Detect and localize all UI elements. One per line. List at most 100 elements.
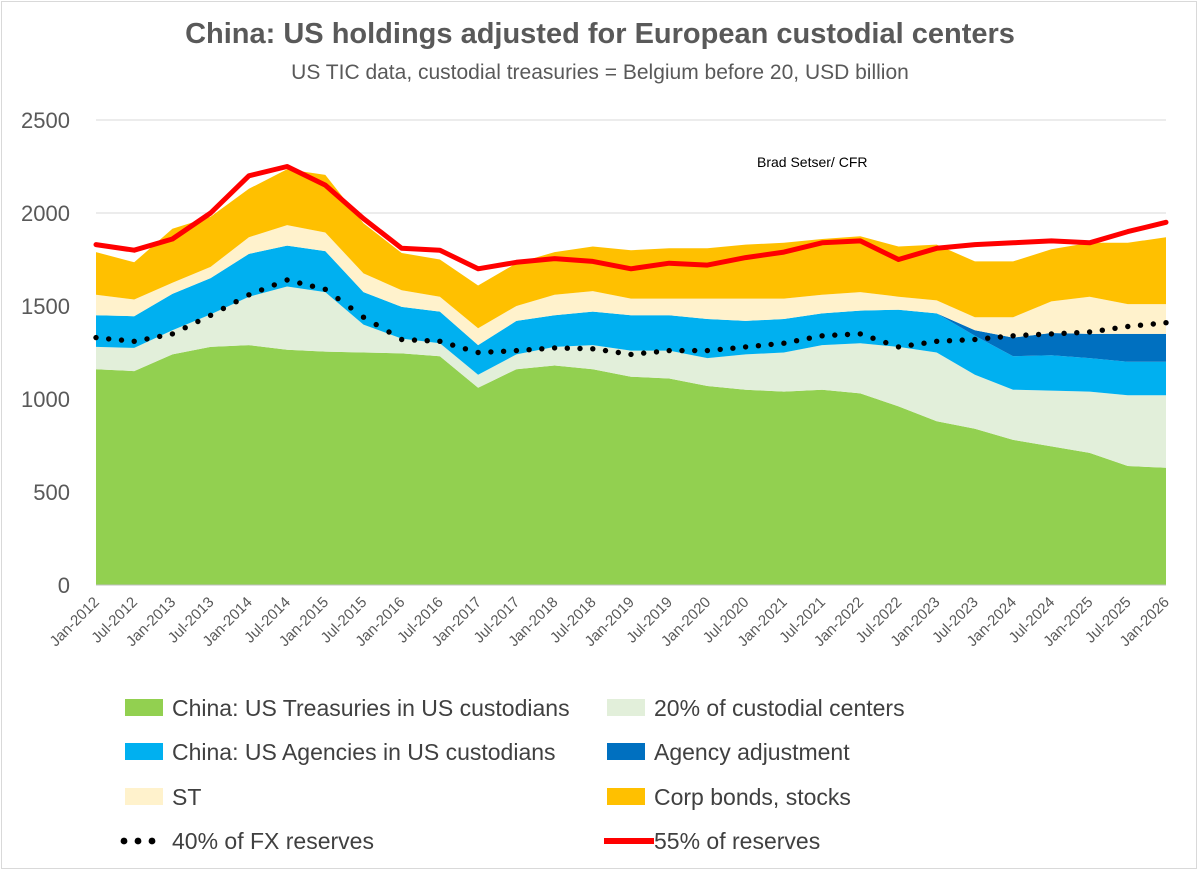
point-40-of-fx-reserves: [717, 346, 723, 353]
point-40-of-fx-reserves: [1150, 321, 1157, 327]
point-40-of-fx-reserves: [959, 337, 965, 343]
point-40-of-fx-reserves: [539, 346, 545, 352]
area-st: [96, 225, 1166, 346]
point-40-of-fx-reserves: [934, 338, 940, 344]
point-40-of-fx-reserves: [653, 349, 660, 355]
point-40-of-fx-reserves: [450, 342, 456, 348]
point-40-of-fx-reserves: [819, 333, 825, 339]
point-40-of-fx-reserves: [284, 277, 290, 283]
point-40-of-fx-reserves: [258, 287, 265, 293]
point-40-of-fx-reserves: [195, 318, 201, 325]
area-china-us-treasuries-in-us-custodians: [96, 345, 1166, 585]
chart-title: China: US holdings adjusted for European…: [185, 18, 1015, 50]
y-tick-label: 2000: [21, 201, 70, 226]
series-lines: [93, 164, 1169, 358]
legend-label: 20% of custodial centers: [654, 695, 905, 721]
point-40-of-fx-reserves: [157, 333, 163, 340]
point-40-of-fx-reserves: [590, 346, 596, 352]
point-40-of-fx-reserves: [335, 295, 341, 302]
legend-swatch: [125, 788, 163, 805]
line-55-of-reserves: [93, 164, 1169, 272]
point-40-of-fx-reserves: [755, 343, 762, 349]
legend-swatch: [134, 837, 142, 845]
point-40-of-fx-reserves: [742, 344, 749, 350]
point-40-of-fx-reserves: [793, 338, 800, 344]
point-40-of-fx-reserves: [348, 305, 354, 311]
point-40-of-fx-reserves: [615, 349, 621, 356]
point-40-of-fx-reserves: [411, 337, 418, 343]
chart-subtitle: US TIC data, custodial treasuries = Belg…: [291, 61, 909, 84]
point-40-of-fx-reserves: [271, 282, 277, 288]
point-40-of-fx-reserves: [921, 340, 927, 346]
point-40-of-fx-reserves: [806, 335, 812, 341]
point-40-of-fx-reserves: [781, 340, 787, 346]
legend-swatch: [125, 743, 163, 760]
y-tick-label: 1000: [21, 387, 70, 412]
y-tick-label: 500: [33, 480, 70, 505]
legend-swatch: [607, 699, 645, 716]
point-40-of-fx-reserves: [1061, 330, 1067, 336]
point-40-of-fx-reserves: [1048, 331, 1055, 337]
point-40-of-fx-reserves: [666, 347, 672, 354]
point-40-of-fx-reserves: [488, 349, 494, 355]
point-40-of-fx-reserves: [1163, 320, 1169, 326]
point-40-of-fx-reserves: [462, 346, 469, 352]
chart-annotation: Brad Setser/ CFR: [757, 154, 867, 170]
point-40-of-fx-reserves: [93, 334, 99, 341]
point-40-of-fx-reserves: [564, 345, 570, 351]
point-40-of-fx-reserves: [1086, 329, 1093, 335]
point-40-of-fx-reserves: [1035, 331, 1042, 338]
point-40-of-fx-reserves: [386, 329, 392, 335]
legend-swatch: [120, 837, 128, 845]
point-40-of-fx-reserves: [985, 335, 991, 341]
point-40-of-fx-reserves: [500, 348, 507, 354]
point-40-of-fx-reserves: [1074, 330, 1080, 336]
legend-label: China: US Agencies in US custodians: [172, 739, 556, 765]
point-40-of-fx-reserves: [997, 334, 1004, 340]
point-40-of-fx-reserves: [857, 331, 863, 337]
point-40-of-fx-reserves: [399, 336, 405, 343]
y-tick-label: 0: [58, 573, 70, 598]
point-40-of-fx-reserves: [883, 339, 889, 346]
point-40-of-fx-reserves: [373, 321, 379, 328]
point-40-of-fx-reserves: [679, 347, 685, 354]
legend-label: Corp bonds, stocks: [654, 784, 851, 810]
point-40-of-fx-reserves: [832, 332, 838, 338]
legend-swatch: [148, 837, 156, 845]
point-40-of-fx-reserves: [1023, 332, 1029, 338]
point-40-of-fx-reserves: [169, 331, 176, 337]
point-40-of-fx-reserves: [220, 305, 227, 312]
point-40-of-fx-reserves: [908, 342, 914, 348]
point-40-of-fx-reserves: [526, 347, 532, 353]
point-40-of-fx-reserves: [309, 283, 316, 289]
point-40-of-fx-reserves: [844, 331, 851, 338]
legend-label: 55% of reserves: [654, 828, 820, 854]
y-tick-label: 2500: [21, 108, 70, 133]
area-20-of-custodial-centers: [96, 286, 1166, 468]
point-40-of-fx-reserves: [437, 338, 443, 344]
point-40-of-fx-reserves: [246, 292, 252, 298]
point-40-of-fx-reserves: [641, 350, 647, 356]
point-40-of-fx-reserves: [182, 325, 188, 331]
point-40-of-fx-reserves: [118, 337, 125, 343]
point-40-of-fx-reserves: [1137, 322, 1144, 328]
point-40-of-fx-reserves: [551, 345, 558, 351]
point-40-of-fx-reserves: [704, 347, 711, 354]
legend: China: US Treasuries in US custodians 20%…: [120, 695, 905, 854]
point-40-of-fx-reserves: [895, 344, 902, 350]
point-40-of-fx-reserves: [1125, 323, 1131, 330]
point-40-of-fx-reserves: [577, 345, 583, 352]
point-40-of-fx-reserves: [513, 347, 520, 354]
legend-label: Agency adjustment: [654, 739, 850, 765]
point-40-of-fx-reserves: [233, 299, 239, 305]
point-40-of-fx-reserves: [424, 338, 430, 344]
point-40-of-fx-reserves: [1010, 333, 1016, 339]
point-40-of-fx-reserves: [628, 351, 634, 358]
point-40-of-fx-reserves: [730, 345, 736, 351]
point-40-of-fx-reserves: [360, 314, 367, 320]
point-40-of-fx-reserves: [972, 336, 978, 343]
point-40-of-fx-reserves: [1112, 325, 1118, 331]
point-40-of-fx-reserves: [106, 336, 112, 342]
point-40-of-fx-reserves: [692, 347, 698, 354]
